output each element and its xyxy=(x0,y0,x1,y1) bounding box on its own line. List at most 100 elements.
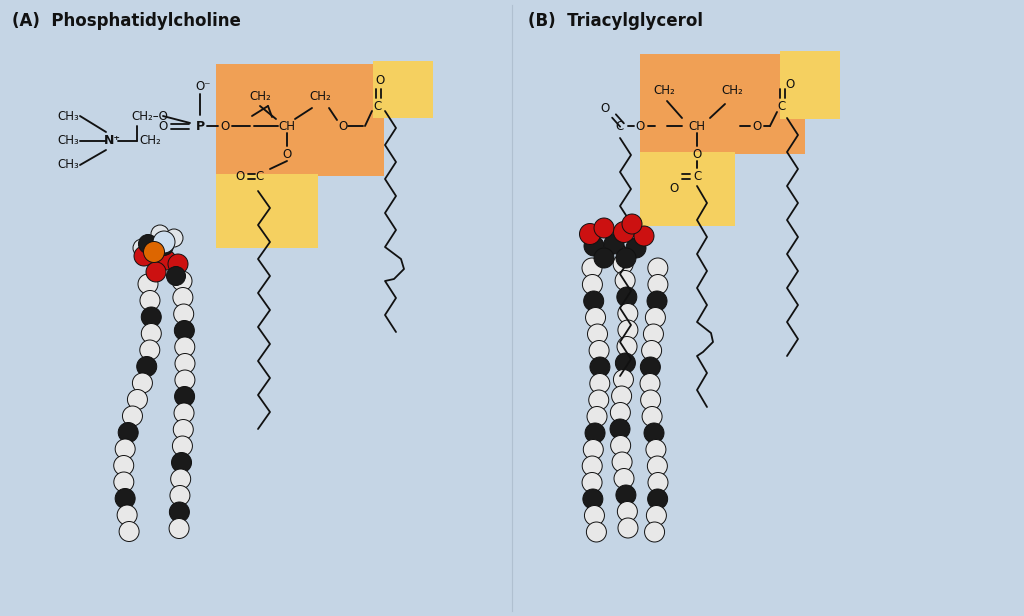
Circle shape xyxy=(175,354,195,373)
Circle shape xyxy=(648,472,668,493)
Text: O: O xyxy=(670,182,679,195)
Circle shape xyxy=(117,505,137,525)
Circle shape xyxy=(616,248,636,268)
Circle shape xyxy=(169,502,189,522)
Circle shape xyxy=(604,234,624,254)
Text: CH₂: CH₂ xyxy=(721,84,742,97)
Circle shape xyxy=(614,469,634,488)
Text: C: C xyxy=(615,120,624,132)
Circle shape xyxy=(584,439,603,460)
Circle shape xyxy=(646,439,666,460)
Circle shape xyxy=(585,506,604,525)
Bar xyxy=(780,51,840,119)
Circle shape xyxy=(584,236,604,256)
Text: O: O xyxy=(159,120,168,132)
Circle shape xyxy=(615,353,636,373)
Circle shape xyxy=(115,488,135,508)
Circle shape xyxy=(647,456,668,476)
Circle shape xyxy=(118,423,138,442)
Circle shape xyxy=(640,373,660,394)
Circle shape xyxy=(613,222,635,243)
Circle shape xyxy=(616,287,637,307)
Text: O: O xyxy=(785,78,795,91)
Bar xyxy=(640,54,805,154)
Circle shape xyxy=(589,390,608,410)
Circle shape xyxy=(583,275,602,294)
Circle shape xyxy=(141,323,162,344)
Text: O: O xyxy=(236,169,245,182)
Circle shape xyxy=(140,340,160,360)
Text: N⁺: N⁺ xyxy=(103,134,121,147)
Circle shape xyxy=(171,469,190,489)
Text: CH: CH xyxy=(279,120,296,132)
Circle shape xyxy=(127,389,147,410)
Circle shape xyxy=(173,419,194,439)
Circle shape xyxy=(634,226,654,246)
Text: O: O xyxy=(220,120,229,132)
Text: CH₂: CH₂ xyxy=(249,89,271,102)
Text: CH₂: CH₂ xyxy=(653,84,675,97)
Bar xyxy=(216,64,384,176)
Circle shape xyxy=(613,254,633,274)
Text: O: O xyxy=(600,102,609,115)
Bar xyxy=(373,61,433,118)
Text: CH₂–O: CH₂–O xyxy=(131,110,168,123)
Circle shape xyxy=(647,489,668,509)
Circle shape xyxy=(167,267,185,285)
Text: CH₃: CH₃ xyxy=(57,158,79,171)
Bar xyxy=(640,152,735,226)
Circle shape xyxy=(134,246,154,266)
Bar xyxy=(216,174,318,248)
Text: C: C xyxy=(693,169,701,182)
Circle shape xyxy=(615,485,636,505)
Circle shape xyxy=(133,239,151,257)
Circle shape xyxy=(165,229,183,247)
Text: CH₂: CH₂ xyxy=(309,89,331,102)
Circle shape xyxy=(146,262,166,282)
Text: CH₃: CH₃ xyxy=(57,134,79,147)
Circle shape xyxy=(589,341,609,360)
Text: O⁻: O⁻ xyxy=(196,79,211,92)
Circle shape xyxy=(580,224,600,245)
Text: CH₃: CH₃ xyxy=(57,110,79,123)
Text: O: O xyxy=(338,120,347,132)
Circle shape xyxy=(119,522,139,541)
Circle shape xyxy=(174,403,194,423)
Circle shape xyxy=(610,402,631,423)
Circle shape xyxy=(626,238,646,258)
Circle shape xyxy=(640,357,660,377)
Circle shape xyxy=(587,407,607,426)
Circle shape xyxy=(174,386,195,407)
Circle shape xyxy=(582,258,602,278)
Text: C: C xyxy=(374,100,382,113)
Circle shape xyxy=(155,237,173,256)
Circle shape xyxy=(172,271,193,291)
Circle shape xyxy=(141,307,161,327)
Circle shape xyxy=(617,336,637,357)
Circle shape xyxy=(587,522,606,542)
Circle shape xyxy=(647,291,667,311)
Circle shape xyxy=(123,406,142,426)
Circle shape xyxy=(590,357,610,377)
Circle shape xyxy=(138,274,158,294)
Circle shape xyxy=(132,373,153,393)
Circle shape xyxy=(172,436,193,456)
Text: CH: CH xyxy=(688,120,706,132)
Text: O: O xyxy=(283,147,292,161)
Circle shape xyxy=(618,518,638,538)
Circle shape xyxy=(648,275,668,294)
Circle shape xyxy=(642,341,662,360)
Circle shape xyxy=(169,519,189,538)
Circle shape xyxy=(644,522,665,542)
Circle shape xyxy=(175,370,195,390)
Text: CH₂: CH₂ xyxy=(139,134,161,147)
Circle shape xyxy=(174,320,195,341)
Circle shape xyxy=(585,423,605,443)
Text: O: O xyxy=(692,147,701,161)
Circle shape xyxy=(642,407,663,426)
Text: (A)  Phosphatidylcholine: (A) Phosphatidylcholine xyxy=(12,12,241,30)
Circle shape xyxy=(140,291,160,310)
Text: (B)  Triacylglycerol: (B) Triacylglycerol xyxy=(528,12,703,30)
Circle shape xyxy=(138,235,158,254)
Text: O: O xyxy=(635,120,645,132)
